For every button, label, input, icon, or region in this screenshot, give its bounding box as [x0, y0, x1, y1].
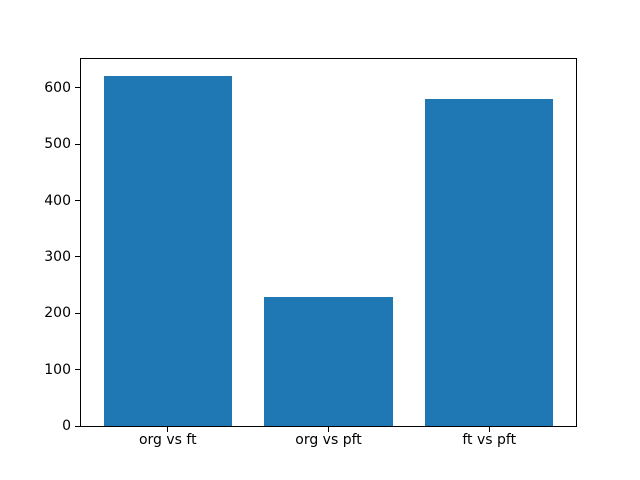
bar-org-vs-ft — [103, 76, 233, 426]
x-axis-tick-label: ft vs pft — [462, 432, 517, 448]
x-axis-tick — [328, 427, 329, 432]
y-axis-tick-label: 600 — [44, 79, 71, 96]
y-axis-tick — [75, 200, 80, 201]
y-axis-tick-label: 200 — [44, 305, 71, 322]
y-axis-tick — [75, 143, 80, 145]
y-axis-tick — [75, 256, 80, 258]
y-axis-tick-label: 0 — [62, 418, 71, 434]
y-axis-tick — [75, 87, 80, 89]
x-axis-tick-label: org vs pft — [295, 432, 362, 448]
x-axis-tick — [167, 427, 169, 432]
y-axis-tick-label: 400 — [44, 192, 71, 209]
y-axis-tick — [75, 425, 80, 427]
plot-area: 0 100 200 300 400 500 600 org vs ft org vs pft ft… — [44, 58, 577, 447]
y-axis-tick-label: 300 — [44, 248, 71, 265]
x-axis-tick — [488, 427, 490, 432]
y-axis-tick — [75, 369, 80, 371]
y-axis-tick-label: 500 — [44, 136, 71, 153]
x-axis-tick-label: org vs ft — [138, 432, 197, 448]
bar-ft-vs-pft — [424, 99, 554, 426]
y-axis-tick-label: 100 — [44, 361, 71, 378]
bar-org-vs-pft — [264, 297, 393, 426]
y-axis-tick — [75, 312, 80, 314]
